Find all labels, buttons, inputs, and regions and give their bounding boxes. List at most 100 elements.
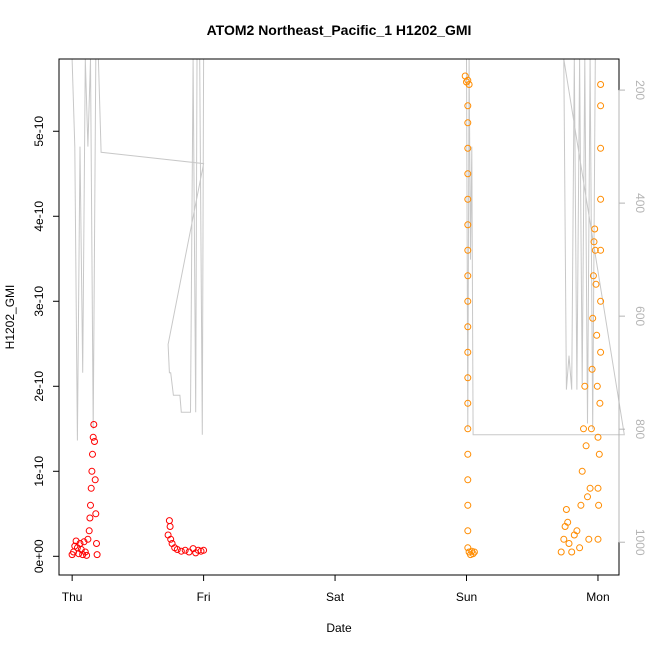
plot-frame — [58, 58, 620, 576]
y-axis-label: H1202_GMI — [3, 285, 17, 350]
data-point — [464, 102, 472, 110]
data-point — [597, 81, 605, 88]
data-point — [173, 546, 181, 553]
data-point — [565, 540, 573, 547]
data-point — [578, 467, 586, 475]
x-tick-label: Thu — [62, 590, 83, 604]
data-point — [576, 544, 584, 552]
data-point — [464, 246, 472, 254]
data-point — [591, 246, 599, 254]
data-point — [83, 551, 91, 559]
data-point — [593, 331, 601, 339]
chart-title: ATOM2 Northeast_Pacific_1 H1202_GMI — [207, 22, 472, 38]
data-point — [597, 348, 605, 356]
data-point — [568, 548, 576, 556]
data-point — [464, 195, 472, 203]
data-point — [470, 548, 478, 556]
data-point — [591, 225, 599, 233]
data-point — [589, 314, 597, 322]
data-point — [580, 425, 587, 433]
data-point — [564, 518, 572, 526]
data-point — [464, 544, 472, 552]
data-point — [464, 297, 472, 305]
data-point — [593, 382, 601, 390]
data-point — [200, 546, 208, 554]
data-point — [584, 493, 591, 501]
data-point — [465, 81, 473, 88]
data-point — [595, 450, 603, 458]
y-tick-label: 2e-10 — [32, 371, 46, 402]
data-point — [585, 535, 593, 543]
data-point — [594, 433, 602, 441]
data-point — [560, 535, 568, 543]
y-tick-label: 1e-10 — [32, 456, 46, 487]
data-point — [464, 450, 472, 458]
data-point — [464, 119, 472, 127]
data-point — [85, 527, 93, 535]
data-point — [464, 476, 472, 484]
data-point — [93, 551, 101, 559]
x-tick-label: Fri — [197, 590, 211, 604]
data-point — [91, 476, 99, 484]
data-point — [597, 195, 605, 203]
data-point — [590, 238, 598, 246]
x-tick-label: Sun — [456, 590, 477, 604]
pressure-line-layer — [71, 58, 625, 441]
data-point — [464, 144, 472, 152]
data-point — [464, 399, 472, 407]
data-point — [81, 548, 89, 556]
data-point — [167, 535, 175, 543]
y-tick-label: 0e+00 — [32, 539, 46, 573]
data-point — [91, 438, 98, 445]
data-point — [597, 102, 605, 110]
data-point — [594, 484, 602, 492]
data-point — [88, 467, 96, 475]
data-point — [165, 517, 173, 525]
data-point — [588, 365, 596, 373]
x-tick-label: Mon — [586, 590, 609, 604]
y-tick-label: 4e-10 — [32, 201, 46, 232]
y-tick-label: 5e-10 — [32, 116, 46, 147]
data-point — [464, 425, 472, 433]
data-point — [464, 272, 472, 280]
data-point — [89, 450, 96, 458]
right-tick-label: 200 — [633, 80, 647, 100]
data-point — [464, 221, 472, 229]
data-point — [596, 399, 604, 407]
right-tick-label: 600 — [633, 306, 647, 326]
data-point — [464, 527, 472, 535]
data-point — [86, 514, 94, 522]
data-point — [594, 535, 602, 543]
data-point — [464, 348, 472, 356]
data-point — [469, 550, 477, 558]
data-point — [557, 548, 565, 556]
x-tick-label: Sat — [326, 590, 345, 604]
points-layer — [68, 72, 605, 559]
data-point — [573, 527, 581, 535]
data-point — [89, 433, 97, 441]
data-point — [92, 510, 100, 518]
y-axis: 0e+00 1e-10 2e-10 3e-10 4e-10 5e-10 — [32, 116, 60, 573]
data-point — [185, 548, 193, 556]
data-point — [87, 501, 94, 509]
y-tick-label: 3e-10 — [32, 286, 46, 317]
x-axis-label: Date — [326, 621, 352, 635]
data-point — [166, 523, 174, 530]
data-point — [181, 546, 189, 554]
data-point — [464, 170, 472, 178]
x-axis: Thu Fri Sat Sun Mon — [62, 574, 610, 604]
right-tick-label: 800 — [633, 419, 647, 439]
data-point — [84, 535, 92, 543]
data-point — [87, 484, 95, 492]
data-point — [581, 382, 589, 390]
data-point — [586, 484, 594, 492]
data-point — [597, 144, 605, 152]
data-point — [589, 272, 597, 280]
data-point — [587, 425, 595, 433]
data-point — [93, 540, 100, 547]
data-point — [464, 374, 472, 382]
data-point — [90, 421, 98, 428]
data-point — [592, 280, 600, 288]
right-tick-label: 400 — [633, 193, 647, 213]
